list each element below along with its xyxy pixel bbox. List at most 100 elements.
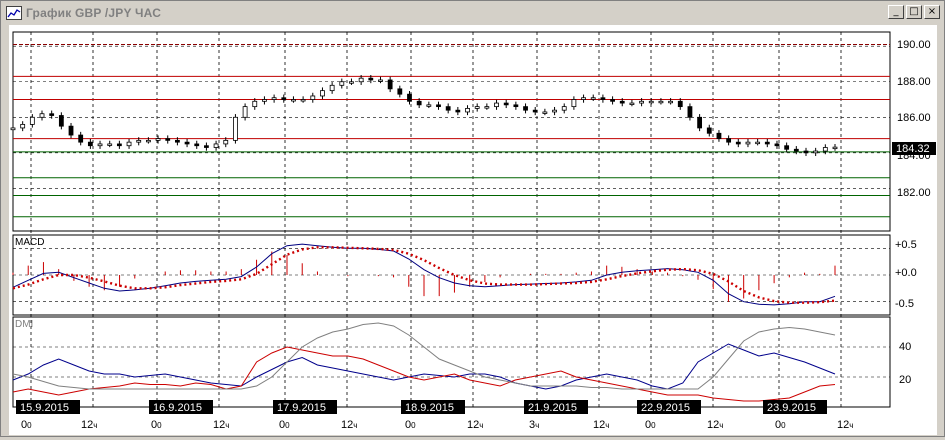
candle-body (358, 77, 364, 83)
candle-body (735, 141, 741, 145)
candle-body (822, 147, 828, 152)
date-label-box (16, 400, 80, 414)
hour-label: 12ч (593, 419, 609, 431)
maximize-button[interactable]: □ (906, 5, 922, 19)
hour-label: 12ч (341, 419, 357, 431)
candle-body (300, 99, 306, 102)
hour-label: 3ч (529, 419, 539, 431)
hour-label: 00 (775, 419, 786, 431)
macd-label: MACD (15, 237, 44, 248)
candle-body (87, 141, 93, 147)
candle-body (165, 138, 171, 141)
candle-body (213, 143, 219, 148)
candle-body (561, 106, 567, 111)
candle-body (532, 109, 538, 113)
candle-body (455, 109, 461, 113)
candle-body (426, 104, 432, 107)
candle-body (58, 115, 64, 127)
dmi-plus-line (12, 343, 836, 390)
current-price-box (892, 142, 936, 155)
hour-label: 00 (405, 419, 416, 431)
price-tick-182: 182.00 (897, 187, 931, 199)
candle-body (116, 143, 122, 147)
candle-body (29, 116, 35, 125)
price-tick-190: 190.00 (897, 39, 931, 51)
candle-body (378, 79, 383, 82)
hour-label: 12ч (81, 419, 97, 431)
candle-body (204, 145, 209, 148)
candle-body (145, 139, 151, 143)
candle-body (320, 90, 325, 97)
candle-body (706, 127, 712, 134)
candle-body (387, 79, 393, 90)
macd-tick-zero: +0.0 (895, 267, 917, 279)
hour-label: 12ч (837, 419, 853, 431)
candle-body (648, 100, 654, 104)
candle-body (436, 104, 441, 108)
candle-body (803, 150, 809, 154)
candle-body (223, 139, 229, 145)
date-label: 21.9.2015 (528, 402, 577, 414)
date-label-box (401, 400, 465, 414)
candle-body (619, 100, 625, 104)
candle-body (668, 100, 673, 104)
macd-tick-plus05: +0.5 (895, 239, 917, 251)
candle-body (242, 106, 248, 118)
candle-body (407, 93, 412, 102)
candle-body (126, 141, 132, 147)
candle-body (697, 116, 703, 129)
hour-label: 00 (151, 419, 162, 431)
candle-body (78, 134, 84, 143)
candle-body (513, 104, 519, 108)
chart-area[interactable]: 190.00 188.00 186.00 184.00 182.00 184.3… (9, 25, 937, 435)
candle-body (194, 143, 200, 147)
candle-body (600, 97, 606, 100)
candle-body (339, 81, 345, 86)
candle-body (368, 77, 374, 81)
hour-label: 12ч (707, 419, 723, 431)
candle-body (233, 116, 238, 141)
price-panel-frame (12, 31, 891, 232)
candle-body (10, 127, 16, 131)
date-label-box (763, 400, 827, 414)
candle-body (39, 113, 45, 118)
candle-body (484, 106, 490, 109)
candle-body (755, 141, 761, 145)
candle-body (271, 97, 277, 100)
macd-signal-line (12, 246, 836, 304)
window-title: График GBP /JPY ЧАС (26, 6, 162, 20)
minimize-button[interactable]: _ (888, 5, 904, 19)
price-tick-188: 188.00 (897, 76, 931, 88)
date-label: 16.9.2015 (153, 402, 202, 414)
candle-body (784, 145, 790, 150)
candle-body (658, 100, 664, 104)
candle-body (639, 100, 644, 104)
close-button[interactable]: × (924, 5, 940, 19)
candle-body (832, 146, 838, 150)
candle-body (262, 99, 267, 102)
candle-body (20, 123, 26, 129)
candle-body (281, 97, 287, 100)
candle-body (542, 111, 548, 114)
price-tick-186: 186.00 (897, 112, 931, 124)
dmi-minus-line (12, 346, 836, 402)
candle-body (252, 100, 258, 108)
candle-body (716, 132, 722, 140)
candle-body (764, 141, 770, 145)
candle-body (581, 97, 586, 100)
macd-tick-minus05: -0.5 (895, 298, 914, 310)
candle-body (726, 138, 732, 143)
date-label-box (637, 400, 701, 414)
candle-body (174, 139, 180, 143)
candle-body (397, 88, 403, 95)
candle-body (474, 106, 480, 109)
adx-line (12, 322, 836, 390)
candle-body (97, 143, 103, 147)
candle-body (610, 99, 615, 102)
candle-body (503, 102, 509, 106)
candle-body (310, 95, 316, 100)
chart-app-icon (6, 6, 22, 20)
date-label-box (524, 400, 588, 414)
candle-body (49, 113, 55, 116)
